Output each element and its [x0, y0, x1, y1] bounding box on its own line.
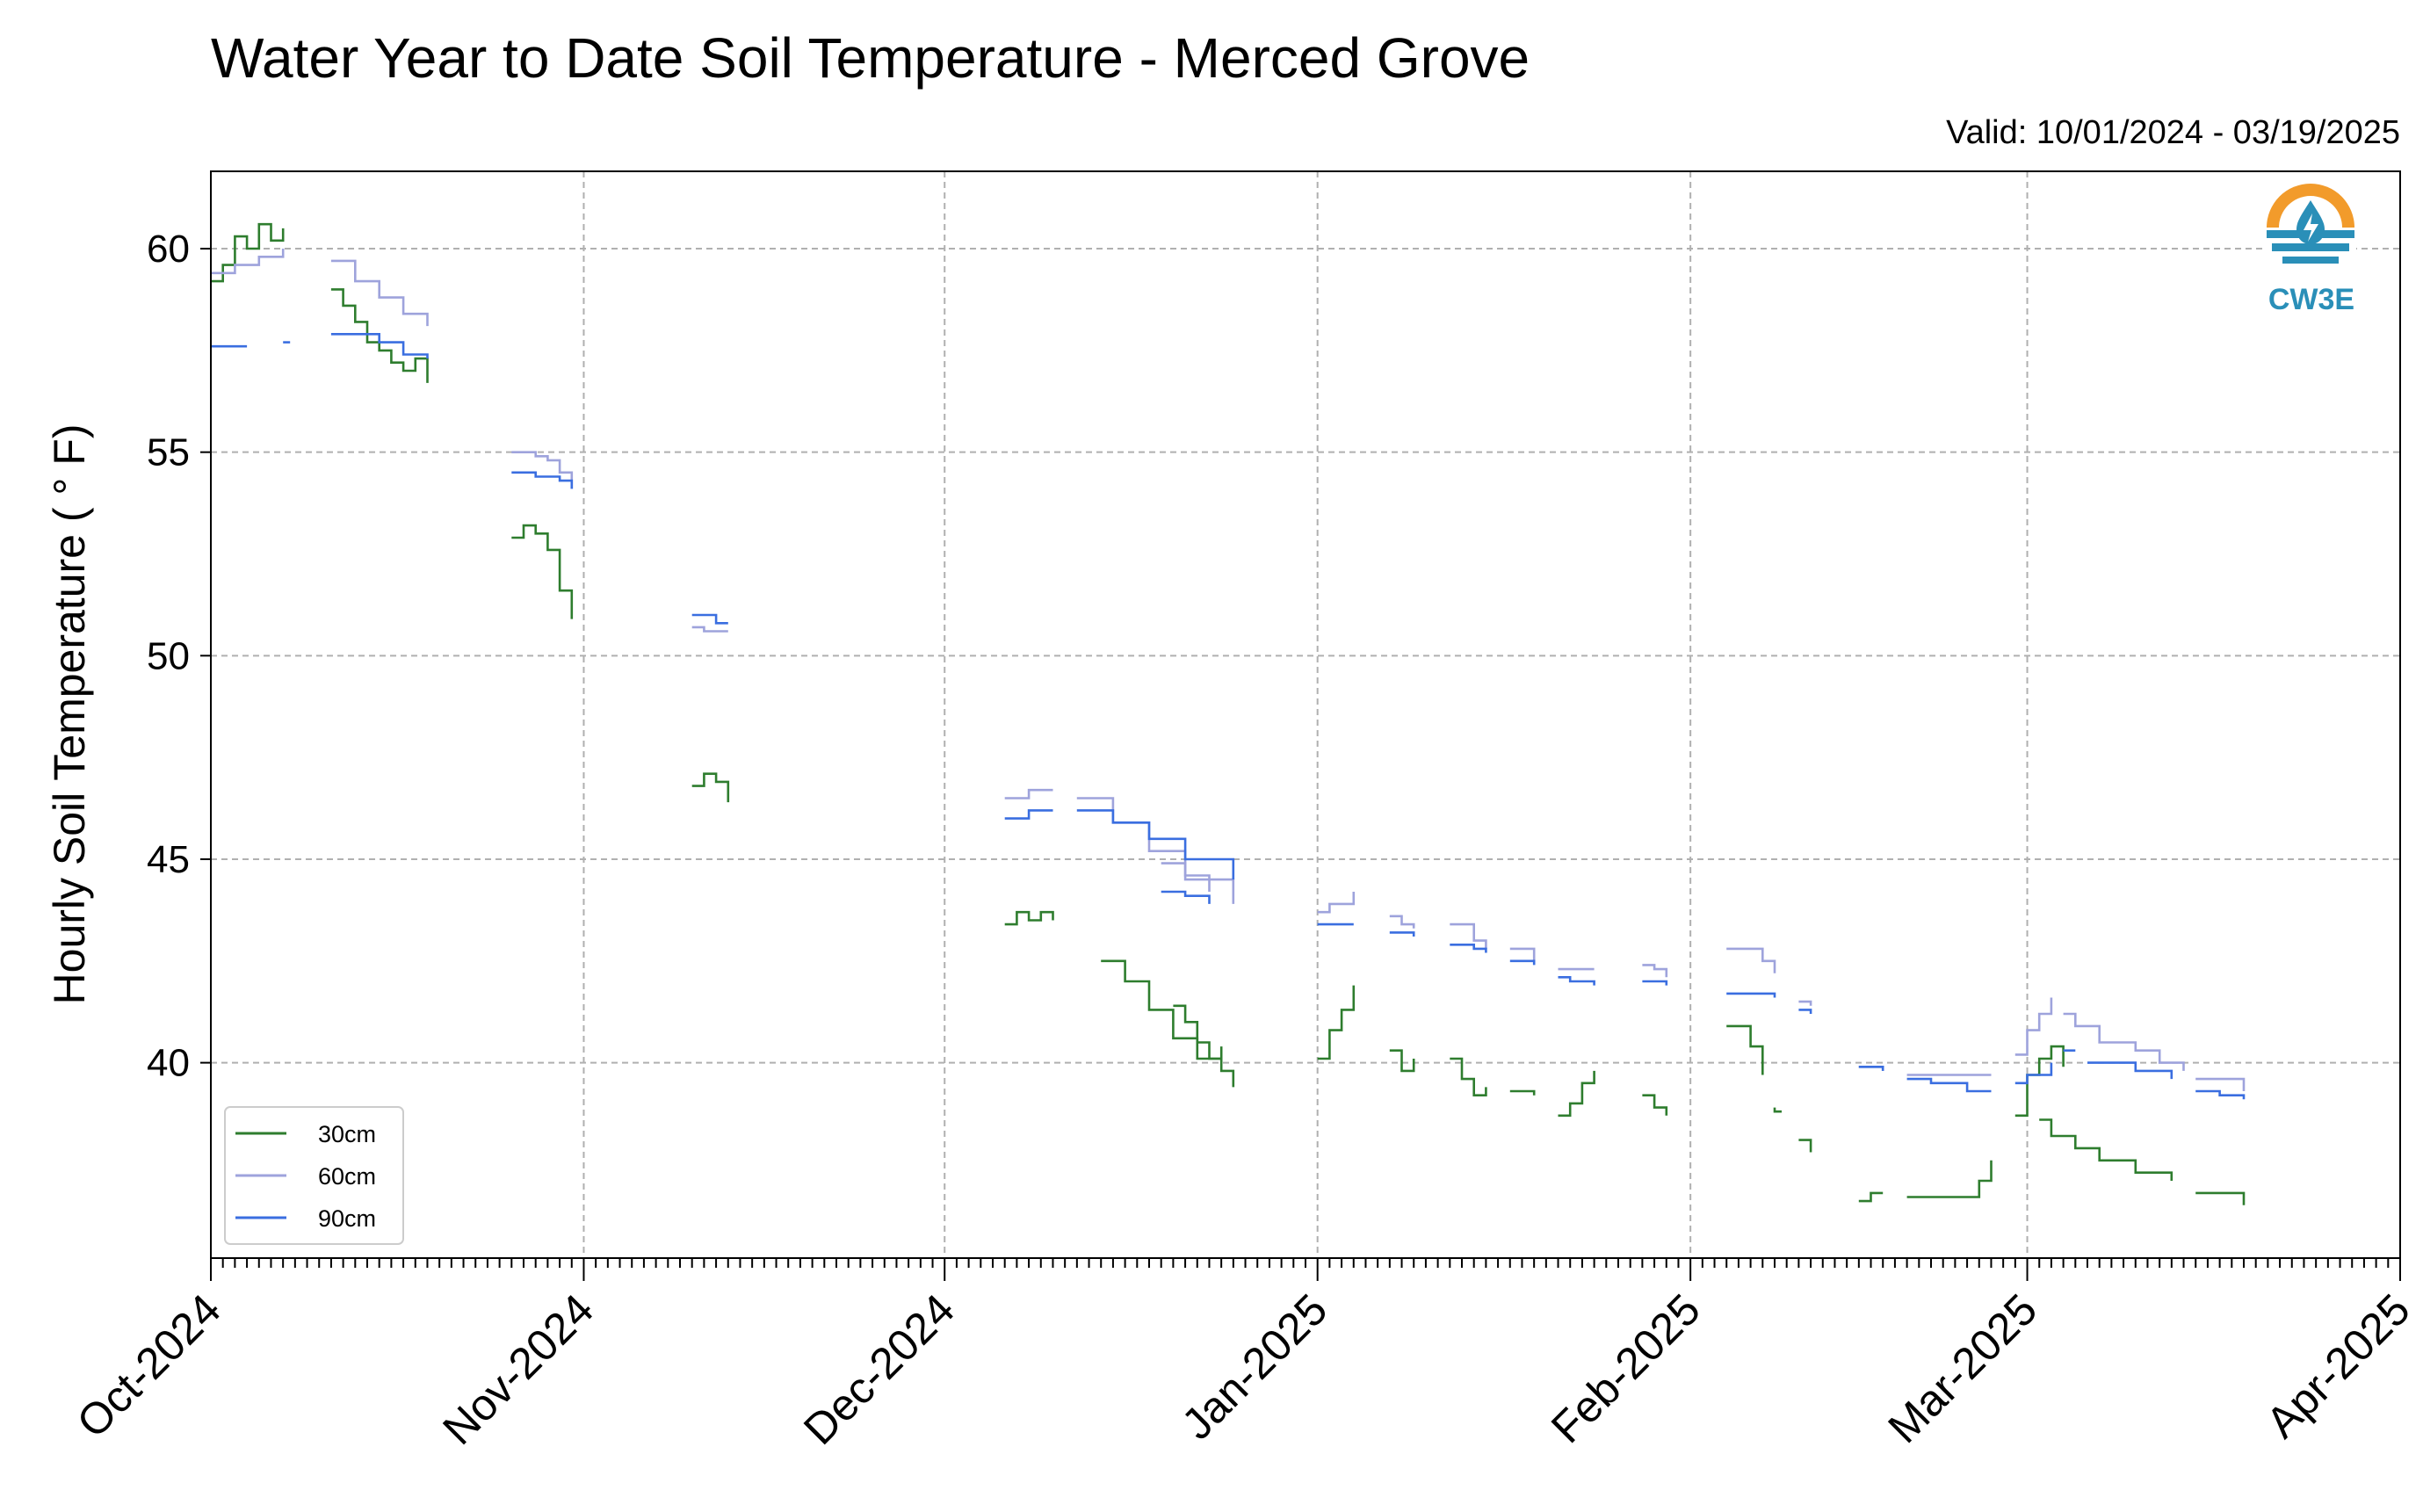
series-line-30cm	[1004, 910, 1054, 926]
series-line-90cm	[691, 613, 728, 625]
series-line-30cm	[1642, 1094, 1668, 1116]
y-tick-label: 60	[147, 228, 190, 271]
legend: 30cm 60cm 90cm	[224, 1106, 404, 1245]
series-30cm	[211, 222, 2246, 1205]
series-60cm	[211, 249, 2246, 1091]
series-line-30cm	[1317, 985, 1356, 1060]
chart-subtitle: Valid: 10/01/2024 - 03/19/2025	[1946, 114, 2400, 151]
series-line-90cm	[1076, 809, 1235, 880]
y-axis-label: Hourly Soil Temperature ( ° F)	[45, 424, 94, 1005]
series-line-90cm	[1509, 959, 1536, 966]
series-line-60cm	[1317, 892, 1356, 914]
series-line-60cm	[1389, 915, 1415, 929]
legend-label-30cm: 30cm	[318, 1121, 376, 1147]
series-line-30cm	[2014, 1045, 2065, 1118]
legend-label-60cm: 60cm	[318, 1163, 376, 1190]
series-line-30cm	[2039, 1118, 2173, 1181]
series-line-90cm	[2014, 1062, 2053, 1085]
data-series	[211, 222, 2246, 1205]
series-line-90cm	[2087, 1061, 2173, 1080]
y-tick-label: 40	[147, 1042, 190, 1085]
series-line-30cm	[1101, 959, 1235, 1088]
series-line-60cm	[1509, 947, 1536, 961]
series-line-30cm	[1906, 1160, 1993, 1198]
series-line-60cm	[1726, 947, 1776, 973]
series-line-30cm	[691, 772, 730, 803]
series-line-30cm	[1858, 1191, 1884, 1203]
series-line-90cm	[1906, 1077, 1992, 1093]
series-line-30cm	[330, 288, 429, 383]
series-line-60cm	[2195, 1077, 2246, 1091]
series-line-90cm	[330, 333, 429, 359]
series-line-30cm	[211, 222, 285, 283]
y-tick-label: 50	[147, 634, 190, 677]
series-line-60cm	[511, 451, 574, 489]
series-line-90cm	[1558, 976, 1595, 986]
series-line-30cm	[1558, 1070, 1595, 1118]
series-line-90cm	[1726, 992, 1776, 998]
series-line-90cm	[1161, 890, 1211, 904]
series-line-90cm	[1450, 944, 1487, 953]
series-line-60cm	[1004, 788, 1053, 799]
chart-title: Water Year to Date Soil Temperature - Me…	[211, 26, 1530, 90]
series-line-60cm	[1798, 1000, 1812, 1006]
series-line-60cm	[211, 249, 285, 275]
series-line-30cm	[1726, 1024, 1764, 1075]
series-line-60cm	[2063, 1012, 2185, 1071]
series-90cm	[211, 333, 2246, 1100]
y-tick-label: 55	[147, 431, 190, 474]
series-line-30cm	[511, 524, 574, 619]
plot-frame	[210, 170, 2401, 1259]
series-line-30cm	[1773, 1107, 1782, 1113]
legend-entries: 30cm 60cm 90cm	[235, 1121, 376, 1232]
series-line-90cm	[1642, 980, 1668, 986]
grid-lines	[211, 171, 2400, 1258]
legend-label-90cm: 90cm	[318, 1205, 376, 1232]
series-line-60cm	[691, 626, 728, 633]
x-tick-labels: Oct-2024 Nov-2024 Dec-2024 Jan-2025 Feb-2025…	[68, 1284, 2419, 1454]
series-line-30cm	[1389, 1049, 1415, 1073]
logo-text: CW3E	[2268, 283, 2354, 316]
series-line-30cm	[1173, 1004, 1223, 1060]
series-line-90cm	[1858, 1066, 1884, 1071]
x-tick-label: Jan-2025	[1172, 1284, 1336, 1449]
x-tick-label: Nov-2024	[433, 1284, 603, 1454]
series-line-90cm	[511, 471, 574, 489]
series-line-60cm	[2014, 997, 2053, 1056]
x-tick-label: Mar-2025	[1878, 1284, 2046, 1452]
series-line-90cm	[2195, 1089, 2246, 1100]
x-tick-label: Oct-2024	[68, 1284, 230, 1447]
series-line-30cm	[1798, 1139, 1812, 1153]
series-line-60cm	[1076, 797, 1235, 904]
series-line-30cm	[1450, 1057, 1487, 1096]
series-line-90cm	[1798, 1009, 1812, 1014]
x-tick-label: Dec-2024	[794, 1284, 964, 1454]
series-line-60cm	[1642, 964, 1668, 978]
series-line-60cm	[1161, 862, 1211, 892]
series-line-60cm	[1450, 922, 1487, 949]
series-line-30cm	[1509, 1089, 1536, 1096]
axis-ticks	[200, 248, 2401, 1281]
logo-lightning-icon	[2304, 213, 2318, 242]
legend-box	[224, 1106, 404, 1245]
y-tick-labels: 40 45 50 55 60	[147, 228, 190, 1085]
x-tick-label: Apr-2025	[2257, 1284, 2419, 1447]
x-tick-label: Feb-2025	[1542, 1284, 1710, 1452]
series-line-90cm	[1389, 931, 1415, 937]
y-tick-label: 45	[147, 838, 190, 881]
series-line-60cm	[330, 259, 429, 327]
cw3e-logo: CW3E	[2265, 184, 2356, 316]
series-line-30cm	[2195, 1191, 2246, 1205]
series-line-90cm	[1004, 809, 1053, 820]
